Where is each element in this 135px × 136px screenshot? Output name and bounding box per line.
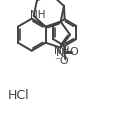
Text: NH: NH bbox=[30, 10, 45, 20]
Text: ⁻O: ⁻O bbox=[55, 56, 69, 66]
Text: HCl: HCl bbox=[8, 89, 30, 102]
Text: NH: NH bbox=[54, 46, 69, 56]
Text: +: + bbox=[64, 47, 70, 55]
Text: O: O bbox=[70, 47, 78, 57]
Text: N: N bbox=[56, 48, 64, 58]
